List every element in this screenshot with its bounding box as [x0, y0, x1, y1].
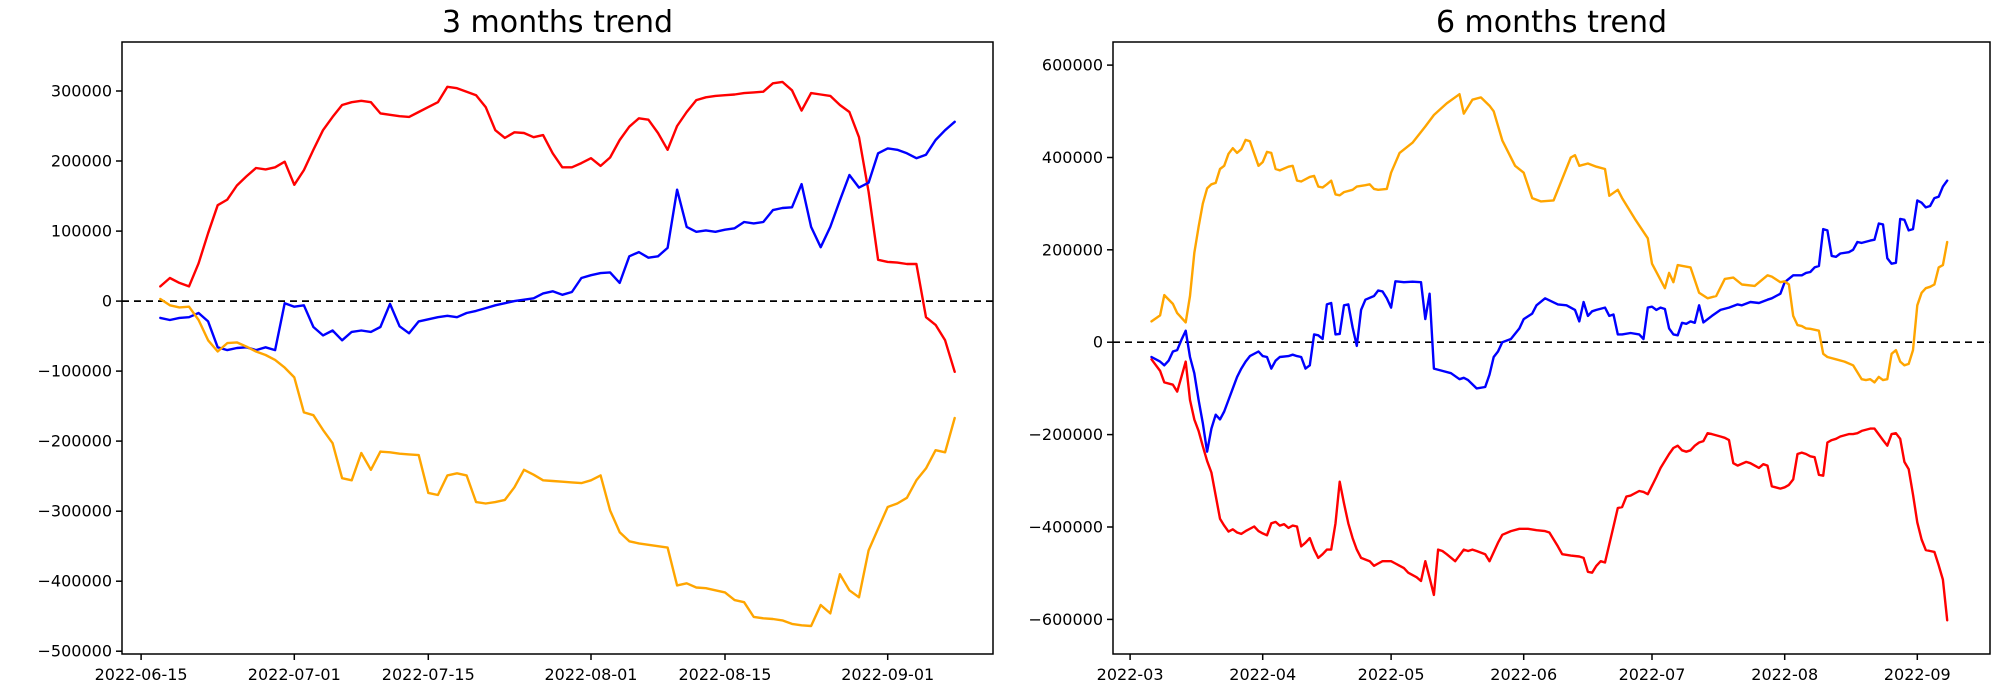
- y-tick-label: −200000: [1029, 425, 1103, 444]
- axes-6-months: 2022-03 2022-04 2022-05 2022-06 2022-07 2022-…: [1029, 41, 1991, 684]
- x-tick-label: 2022-07-15: [382, 665, 475, 684]
- x-tick-label: 2022-07: [1619, 665, 1686, 684]
- blue-series-line: [1150, 179, 1949, 453]
- y-tick-label: 0: [1093, 333, 1103, 352]
- x-tick-label: 2022-09: [1884, 665, 1951, 684]
- plot-border: [121, 41, 994, 655]
- y-tick-label: −200000: [38, 432, 112, 451]
- orange-series-line: [159, 297, 956, 628]
- chart-title-3-months: 3 months trend: [441, 5, 674, 40]
- y-tick-label: −100000: [38, 362, 112, 381]
- x-tick-label: 2022-04: [1229, 665, 1296, 684]
- y-tick-label: 400000: [1042, 148, 1103, 167]
- y-tick-label: −500000: [38, 642, 112, 661]
- y-tick-label: 100000: [51, 222, 112, 241]
- y-tick-label: −300000: [38, 502, 112, 521]
- x-tick-label: 2022-08-01: [545, 665, 638, 684]
- red-series-line: [1150, 358, 1949, 622]
- plot-border: [1112, 41, 1991, 655]
- x-tick-label: 2022-07-01: [248, 665, 341, 684]
- x-tick-label: 2022-08: [1751, 665, 1818, 684]
- blue-series-line: [159, 120, 956, 352]
- x-tick-label: 2022-06-15: [95, 665, 188, 684]
- axes-3-months: 2022-06-15 2022-07-01 2022-07-15 2022-08-01…: [38, 41, 994, 684]
- y-tick-label: 0: [102, 292, 112, 311]
- y-tick-label: 200000: [1042, 240, 1103, 259]
- y-tick-label: −400000: [38, 572, 112, 591]
- y-tick-label: 300000: [51, 82, 112, 101]
- y-tick-label: −400000: [1029, 518, 1103, 537]
- x-tick-label: 2022-06: [1490, 665, 1557, 684]
- x-tick-label: 2022-05: [1358, 665, 1425, 684]
- y-tick-label: −600000: [1029, 610, 1103, 629]
- x-tick-label: 2022-08-15: [679, 665, 772, 684]
- red-series-line: [159, 80, 956, 373]
- orange-series-line: [1150, 92, 1949, 384]
- y-tick-label: 600000: [1042, 56, 1103, 75]
- chart-title-6-months: 6 months trend: [1435, 5, 1668, 40]
- x-tick-label: 2022-09-01: [841, 665, 934, 684]
- y-tick-label: 200000: [51, 152, 112, 171]
- x-tick-label: 2022-03: [1097, 665, 1164, 684]
